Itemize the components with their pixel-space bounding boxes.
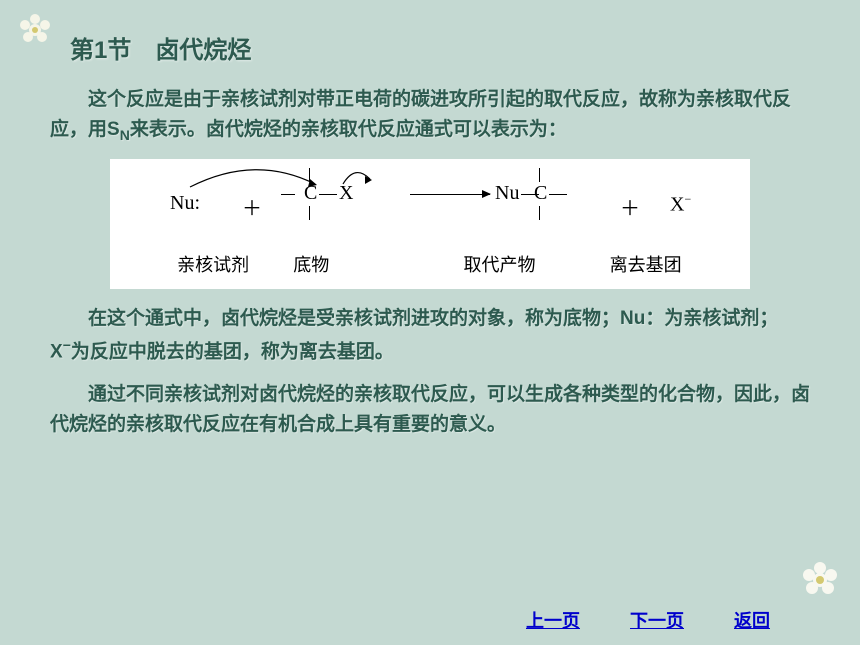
paragraph-1: 这个反应是由于亲核试剂对带正电荷的碳进攻所引起的取代反应，故称为亲核取代反应，用… (50, 85, 810, 147)
reaction-arrow-icon (410, 194, 490, 195)
para1-subscript: N (120, 127, 130, 143)
para2-text-b: 为反应中脱去的基团，称为离去基团。 (71, 341, 394, 362)
x-substrate-label: X (339, 182, 353, 205)
para2-superscript: − (63, 337, 71, 353)
reaction-equation: Nu: ＋ C X Nu (130, 174, 730, 234)
x-text: X (670, 193, 684, 215)
minus-superscript: − (684, 192, 691, 206)
navigation-links: 上一页 下一页 返回 (526, 607, 770, 633)
flower-decoration-br (795, 555, 845, 605)
reaction-diagram: Nu: ＋ C X Nu (110, 159, 750, 289)
carbon-label: C (304, 182, 317, 205)
product-carbon: Nu C (525, 174, 585, 228)
back-link[interactable]: 返回 (734, 607, 770, 633)
substrate-carbon: C X (295, 174, 355, 228)
nu-product-label: Nu (495, 182, 519, 205)
prev-page-link[interactable]: 上一页 (526, 607, 580, 633)
section-title: 第1节 卤代烷烃 (70, 30, 810, 65)
nucleophile-left: Nu: (170, 192, 200, 215)
leaving-group-x: X− (670, 192, 691, 217)
plus-sign-1: ＋ (242, 192, 262, 221)
slide-container: 第1节 卤代烷烃 这个反应是由于亲核试剂对带正电荷的碳进攻所引起的取代反应，故称… (0, 0, 860, 645)
diagram-labels-row: 亲核试剂 底物 取代产物 离去基团 (130, 251, 719, 277)
label-nucleophile: 亲核试剂 (177, 251, 249, 277)
label-product: 取代产物 (463, 251, 535, 277)
label-leaving-group: 离去基团 (610, 251, 682, 277)
label-substrate: 底物 (293, 251, 329, 277)
flower-decoration-tl (10, 5, 60, 55)
next-page-link[interactable]: 下一页 (630, 607, 684, 633)
product-c-label: C (534, 182, 547, 205)
paragraph-3: 通过不同亲核试剂对卤代烷烃的亲核取代反应，可以生成各种类型的化合物，因此，卤代烷… (50, 380, 810, 441)
para1-text-b: 来表示。卤代烷烃的亲核取代反应通式可以表示为： (130, 119, 567, 140)
paragraph-2: 在这个通式中，卤代烷烃是受亲核试剂进攻的对象，称为底物；Nu：为亲核试剂；X−为… (50, 304, 810, 368)
plus-sign-2: ＋ (620, 192, 640, 221)
